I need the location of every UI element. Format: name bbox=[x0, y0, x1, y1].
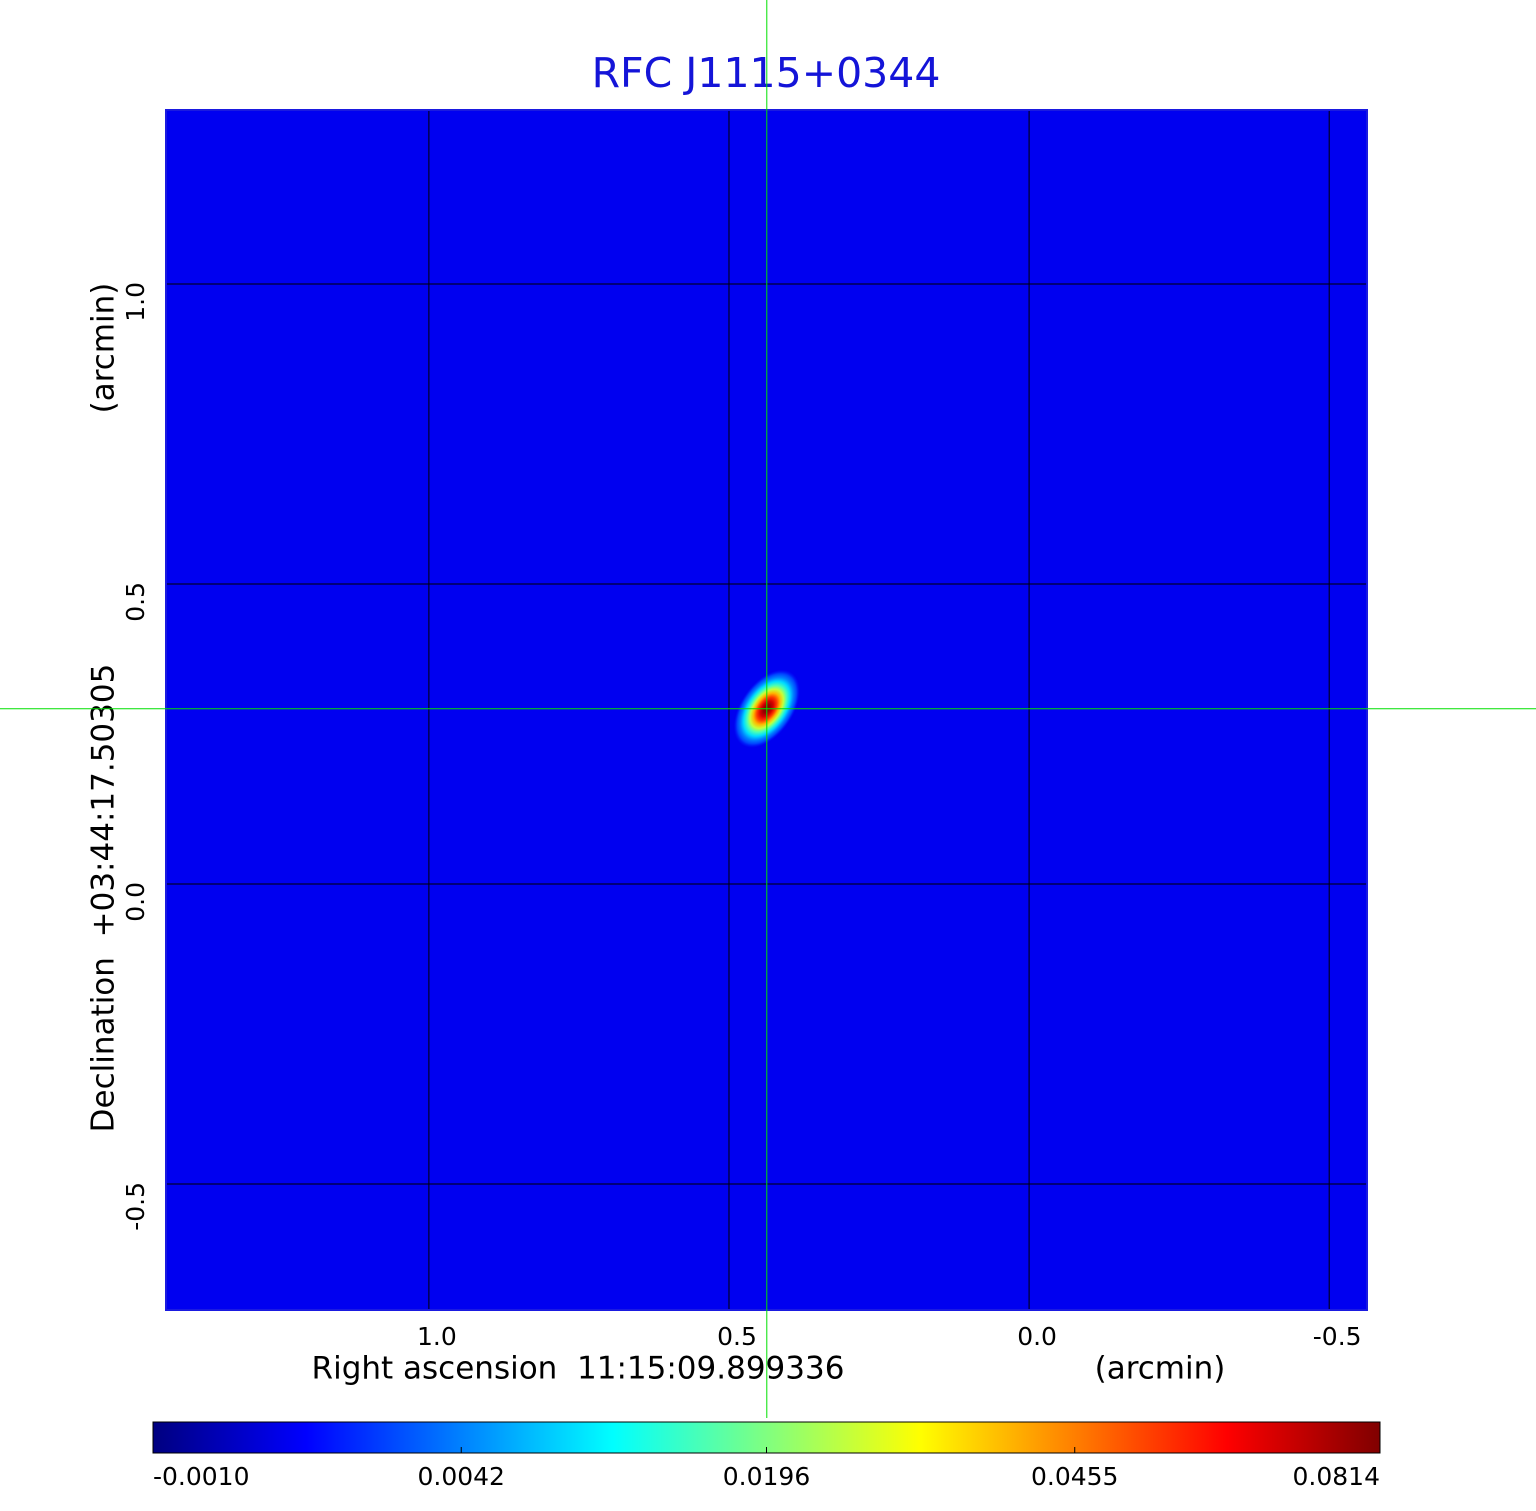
x-tick-label: 1.0 bbox=[417, 1322, 457, 1351]
y-tick-label: 1.0 bbox=[121, 282, 150, 322]
y-axis-label: Declination +03:44:17.50305 bbox=[86, 664, 122, 1133]
x-tick-label: -0.5 bbox=[1313, 1322, 1362, 1351]
x-axis-unit: (arcmin) bbox=[1095, 1351, 1226, 1387]
colorbar-tick-label: 0.0042 bbox=[417, 1462, 504, 1491]
colorbar-tick-label: -0.0010 bbox=[153, 1462, 250, 1491]
y-tick-label: 0.0 bbox=[121, 882, 150, 922]
colorbar-tick-label: 0.0814 bbox=[1293, 1462, 1380, 1491]
colorbar-tick-label: 0.0455 bbox=[1031, 1462, 1118, 1491]
y-tick-label: -0.5 bbox=[121, 1182, 150, 1231]
x-axis-label: Right ascension 11:15:09.899336 bbox=[312, 1351, 845, 1387]
colorbar-tick-label: 0.0196 bbox=[723, 1462, 810, 1491]
y-axis-unit: (arcmin) bbox=[86, 283, 122, 414]
x-tick-label: 0.5 bbox=[717, 1322, 757, 1351]
x-tick-label: 0.0 bbox=[1017, 1322, 1057, 1351]
y-tick-label: 0.5 bbox=[121, 582, 150, 622]
chart-title: RFC J1115+0344 bbox=[592, 49, 941, 97]
